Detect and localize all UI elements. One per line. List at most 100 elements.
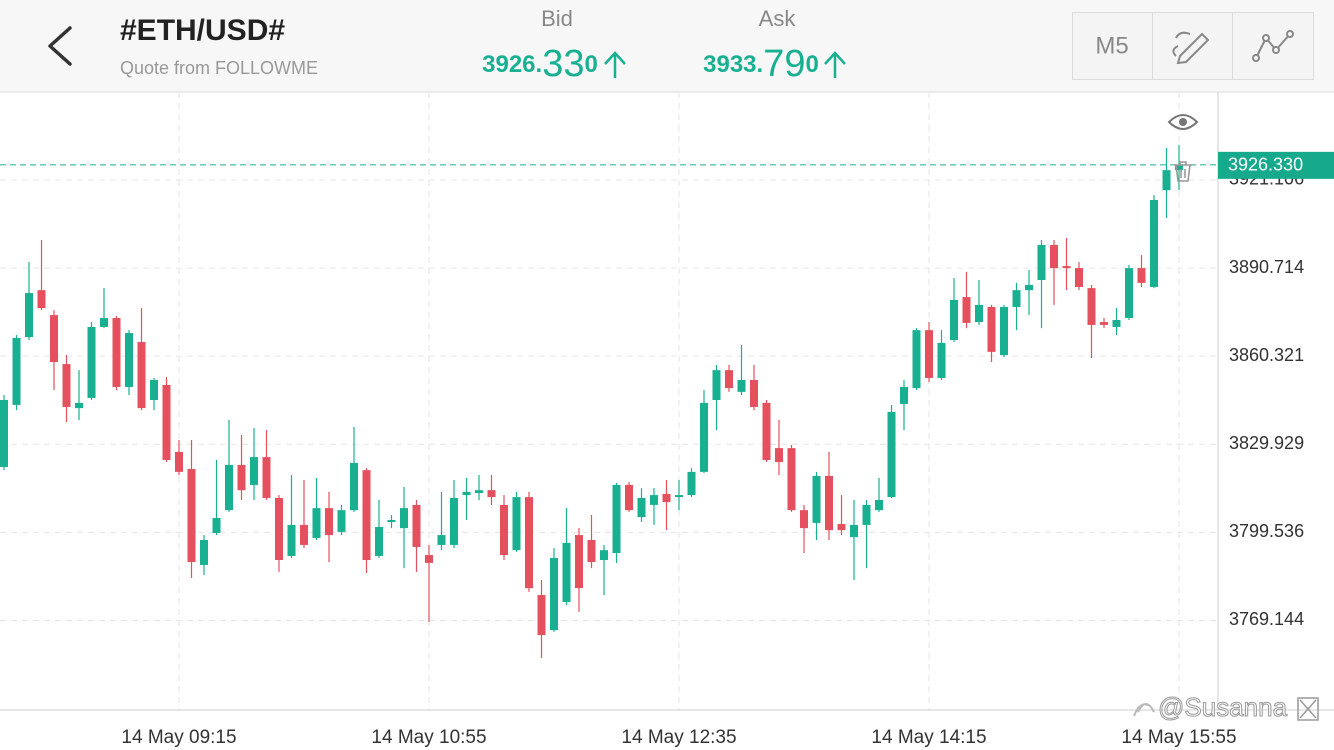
candle-body	[500, 504, 508, 556]
indicator-icon-dot	[1272, 46, 1280, 54]
y-tick-label: 3799.536	[1229, 521, 1304, 541]
candle-body	[400, 508, 408, 529]
eye-pupil	[1179, 118, 1187, 126]
candle-body	[1087, 288, 1096, 325]
candle-body	[100, 317, 108, 327]
candle-body	[1100, 322, 1108, 325]
bid-price: 3926.330	[482, 43, 598, 85]
candle-body	[700, 402, 708, 472]
x-tick-label: 14 May 10:55	[371, 727, 486, 748]
watermark: @Susanna	[1158, 692, 1288, 722]
eye-icon	[1167, 114, 1199, 130]
candle-body	[275, 497, 283, 560]
ask-up-arrow	[824, 51, 846, 78]
toolbar: M5	[1072, 12, 1314, 80]
candle-body	[62, 364, 71, 407]
candle-body	[987, 306, 996, 352]
x-tick-label: 14 May 09:15	[121, 727, 236, 748]
candle-body	[475, 490, 483, 494]
candle-body	[1137, 268, 1146, 283]
candle-body	[25, 293, 33, 338]
candle-body	[862, 504, 871, 525]
watermark-box	[1297, 697, 1319, 721]
candle-body	[900, 386, 908, 405]
candle-body	[125, 333, 133, 387]
indicator-icon-dot	[1286, 30, 1294, 38]
candle-body	[175, 451, 183, 472]
candle-body	[787, 448, 796, 511]
x-tick-label: 14 May 14:15	[871, 727, 986, 748]
candle-body	[137, 342, 146, 409]
x-tick-label: 14 May 12:35	[621, 727, 736, 748]
candle-body	[0, 400, 8, 467]
candle-body	[1062, 266, 1071, 269]
timeframe-button[interactable]	[1072, 12, 1153, 80]
trash-icon	[1174, 161, 1192, 182]
candle-body	[75, 402, 83, 409]
candle-body	[750, 380, 758, 407]
candle-body	[325, 508, 333, 536]
symbol-title: #ETH/USD#	[120, 14, 285, 47]
candle-body	[800, 510, 808, 529]
candle-body	[437, 535, 446, 545]
candle-body	[1175, 164, 1183, 171]
candle-body	[225, 464, 233, 511]
timeframe-label: M5	[1095, 32, 1128, 59]
current-price-tag	[1218, 151, 1334, 179]
watermark-box-cross	[1299, 699, 1317, 719]
candle-body	[1000, 306, 1008, 356]
y-tick-label: 3829.929	[1229, 433, 1304, 453]
watermark-icon	[1133, 703, 1155, 717]
candle-body	[537, 595, 546, 636]
candle-body	[512, 497, 521, 551]
candle-body	[300, 524, 308, 545]
candle-body	[850, 524, 858, 538]
chart: 3921.1063890.7143860.3213829.9293799.536…	[0, 92, 1334, 748]
y-tick-label: 3860.321	[1229, 345, 1304, 365]
candle-body	[1162, 170, 1171, 191]
candle-body	[150, 380, 158, 400]
candle-body	[250, 457, 258, 485]
candle-body	[162, 384, 171, 460]
candle-body	[412, 504, 421, 547]
quote-source: Quote from FOLLOWME	[120, 58, 318, 78]
candle-body	[712, 370, 721, 400]
candle-body	[450, 497, 458, 545]
y-tick-label: 3769.144	[1229, 609, 1304, 629]
candle-body	[487, 490, 496, 498]
candle-body	[762, 402, 771, 460]
candle-body	[462, 491, 471, 496]
bid-label: Bid	[541, 6, 573, 31]
indicator-icon-dot	[1262, 34, 1270, 42]
candle-body	[637, 497, 646, 518]
candle-body	[937, 342, 946, 378]
candle-body	[550, 557, 558, 631]
candle-body	[1037, 244, 1046, 280]
candle-body	[775, 448, 783, 463]
candle-body	[825, 475, 833, 531]
candle-body	[587, 540, 596, 563]
candle-body	[1012, 290, 1021, 307]
candle-body	[925, 330, 933, 378]
candle-body	[187, 468, 196, 563]
ask-label: Ask	[759, 6, 797, 31]
candle-body	[1075, 268, 1083, 287]
candle-body	[262, 457, 271, 498]
back-button[interactable]	[48, 26, 72, 66]
candle-body	[950, 300, 958, 340]
candle-body	[12, 337, 21, 405]
candle-body	[200, 540, 208, 565]
candle-body	[1025, 284, 1033, 291]
draw-button[interactable]	[1152, 12, 1233, 80]
x-tick-label: 14 May 15:55	[1121, 727, 1236, 748]
candle-body	[1125, 268, 1133, 318]
candle-body	[962, 297, 971, 323]
candle-body	[337, 510, 346, 532]
candle-body	[625, 484, 633, 511]
bid-up-arrow	[604, 51, 626, 78]
candle-body	[375, 526, 383, 556]
candle-body	[737, 380, 746, 392]
ask-price: 3933.790	[703, 43, 819, 85]
